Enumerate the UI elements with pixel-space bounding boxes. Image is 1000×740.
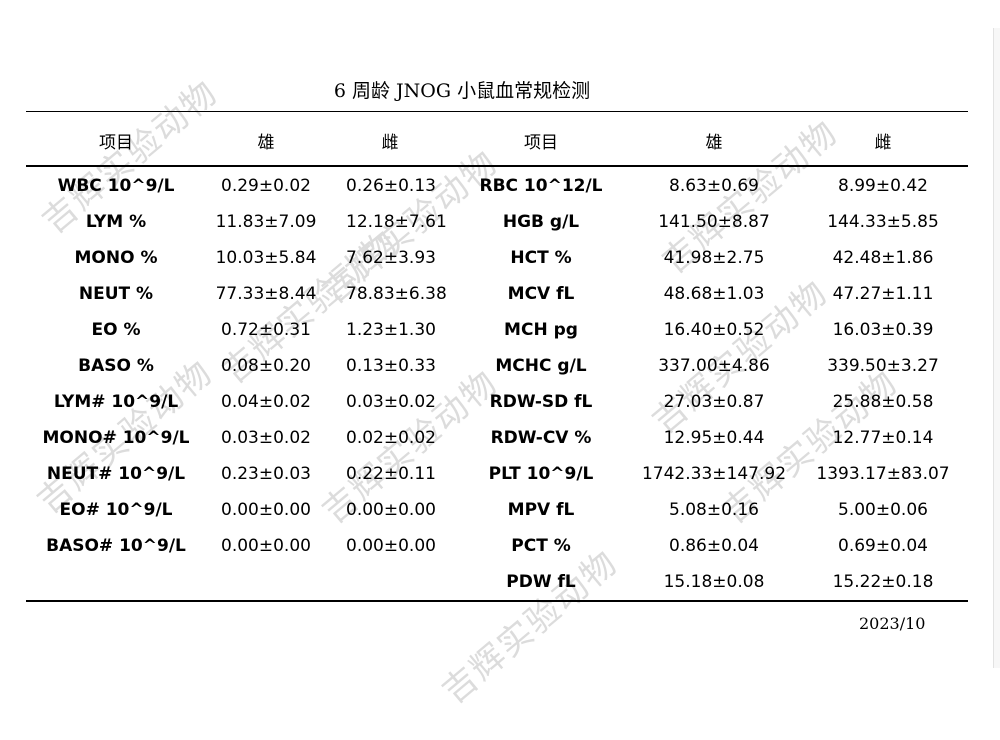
right-female-value: 1393.17±83.07: [816, 464, 950, 484]
right-male-value: 1742.33±147.92: [641, 464, 787, 484]
header-item-right: 项目: [524, 133, 558, 153]
table-row: EO# 10^9/L 0.00±0.00 0.00±0.00 MPV fL 5.08±0…: [26, 492, 968, 528]
left-female-value: 0.02±0.02: [346, 428, 436, 448]
right-female-value: 0.69±0.04: [838, 536, 928, 556]
left-male-value: 0.04±0.02: [221, 392, 311, 412]
right-female-value: 15.22±0.18: [832, 572, 934, 592]
left-female-value: 12.18±7.61: [346, 212, 447, 232]
right-male-value: 141.50±8.87: [658, 212, 770, 232]
left-female-value: 0.00±0.00: [346, 500, 436, 520]
left-item-label: LYM %: [85, 212, 147, 232]
right-male-value: 15.18±0.08: [663, 572, 765, 592]
table-row: MONO % 10.03±5.84 7.62±3.93 HCT % 41.98±2.75…: [26, 240, 968, 276]
right-female-value: 8.99±0.42: [838, 176, 928, 196]
left-item-label: LYM# 10^9/L: [53, 392, 179, 412]
right-female-value: 42.48±1.86: [832, 248, 934, 268]
header-female-right: 雌: [874, 133, 892, 153]
left-item-label: NEUT %: [78, 284, 154, 304]
right-item-label: PCT %: [511, 536, 571, 556]
right-item-label: PDW fL: [506, 572, 576, 592]
left-male-value: 0.29±0.02: [221, 176, 311, 196]
header-male-left: 雄: [257, 133, 275, 153]
left-male-value: 0.03±0.02: [221, 428, 311, 448]
right-female-value: 25.88±0.58: [832, 392, 934, 412]
right-item-label: HCT %: [510, 248, 572, 268]
right-item-label: RBC 10^12/L: [479, 176, 603, 196]
left-item-label: MONO# 10^9/L: [42, 428, 190, 448]
right-item-label: MCV fL: [507, 284, 575, 304]
left-male-value: 77.33±8.44: [215, 284, 317, 304]
left-female-value: 0.26±0.13: [346, 176, 436, 196]
right-item-label: MPV fL: [507, 500, 575, 520]
right-male-value: 16.40±0.52: [663, 320, 765, 340]
right-female-value: 12.77±0.14: [832, 428, 934, 448]
right-male-value: 27.03±0.87: [663, 392, 765, 412]
right-male-value: 337.00±4.86: [658, 356, 770, 376]
left-female-value: 7.62±3.93: [346, 248, 436, 268]
left-item-label: WBC 10^9/L: [57, 176, 175, 196]
left-item-label: EO %: [91, 320, 141, 340]
table-header-rule: [26, 165, 968, 167]
left-item-label: BASO# 10^9/L: [46, 536, 186, 556]
right-female-value: 144.33±5.85: [827, 212, 939, 232]
right-male-value: 48.68±1.03: [663, 284, 765, 304]
left-female-value: 0.03±0.02: [346, 392, 436, 412]
table-row: EO % 0.72±0.31 1.23±1.30 MCH pg 16.40±0.52 16…: [26, 312, 968, 348]
left-item-label: NEUT# 10^9/L: [46, 464, 186, 484]
right-item-label: RDW-SD fL: [489, 392, 593, 412]
table-row: WBC 10^9/L 0.29±0.02 0.26±0.13 RBC 10^12/L 8…: [26, 168, 968, 204]
right-female-value: 47.27±1.11: [832, 284, 934, 304]
right-item-label: PLT 10^9/L: [488, 464, 594, 484]
left-male-value: 0.00±0.00: [221, 500, 311, 520]
right-female-value: 339.50±3.27: [827, 356, 939, 376]
right-item-label: HGB g/L: [502, 212, 580, 232]
left-female-value: 0.22±0.11: [346, 464, 436, 484]
right-male-value: 8.63±0.69: [669, 176, 759, 196]
page-title: 6 周龄 JNOG 小鼠血常规检测: [333, 80, 591, 102]
left-male-value: 0.23±0.03: [221, 464, 311, 484]
report-date: 2023/10: [859, 614, 926, 633]
left-female-value: 0.00±0.00: [346, 536, 436, 556]
left-female-value: 1.23±1.30: [346, 320, 436, 340]
right-male-value: 5.08±0.16: [669, 500, 759, 520]
page-edge: [993, 28, 1000, 668]
table-row: PDW fL 15.18±0.08 15.22±0.18: [26, 564, 968, 600]
right-male-value: 0.86±0.04: [669, 536, 759, 556]
table-header: 项目 雄 雌 项目 雄 雌: [26, 113, 968, 163]
table-body: WBC 10^9/L 0.29±0.02 0.26±0.13 RBC 10^12/L 8…: [26, 168, 968, 600]
header-female-left: 雌: [381, 133, 399, 153]
header-item-left: 项目: [99, 133, 133, 153]
table-row: LYM % 11.83±7.09 12.18±7.61 HGB g/L 141.50±8…: [26, 204, 968, 240]
table-row: LYM# 10^9/L 0.04±0.02 0.03±0.02 RDW-SD fL 27…: [26, 384, 968, 420]
table-top-rule: [26, 111, 968, 112]
left-male-value: 0.72±0.31: [221, 320, 311, 340]
left-male-value: 11.83±7.09: [215, 212, 317, 232]
right-male-value: 12.95±0.44: [663, 428, 765, 448]
left-item-label: BASO %: [78, 356, 154, 376]
right-item-label: MCHC g/L: [495, 356, 587, 376]
table-row: NEUT# 10^9/L 0.23±0.03 0.22±0.11 PLT 10^9/L…: [26, 456, 968, 492]
left-male-value: 0.00±0.00: [221, 536, 311, 556]
header-male-right: 雄: [705, 133, 723, 153]
right-female-value: 5.00±0.06: [838, 500, 928, 520]
right-item-label: RDW-CV %: [490, 428, 592, 448]
right-male-value: 41.98±2.75: [663, 248, 765, 268]
table-bottom-rule: [26, 600, 968, 602]
left-female-value: 78.83±6.38: [346, 284, 447, 304]
table-row: NEUT % 77.33±8.44 78.83±6.38 MCV fL 48.68±1.…: [26, 276, 968, 312]
table-row: MONO# 10^9/L 0.03±0.02 0.02±0.02 RDW-CV % 12…: [26, 420, 968, 456]
left-female-value: 0.13±0.33: [346, 356, 436, 376]
left-male-value: 10.03±5.84: [215, 248, 317, 268]
left-item-label: EO# 10^9/L: [59, 500, 173, 520]
table-row: BASO % 0.08±0.20 0.13±0.33 MCHC g/L 337.00±4…: [26, 348, 968, 384]
left-male-value: 0.08±0.20: [221, 356, 311, 376]
left-item-label: MONO %: [74, 248, 158, 268]
right-female-value: 16.03±0.39: [832, 320, 934, 340]
right-item-label: MCH pg: [504, 320, 578, 340]
table-row: BASO# 10^9/L 0.00±0.00 0.00±0.00 PCT % 0.86±…: [26, 528, 968, 564]
